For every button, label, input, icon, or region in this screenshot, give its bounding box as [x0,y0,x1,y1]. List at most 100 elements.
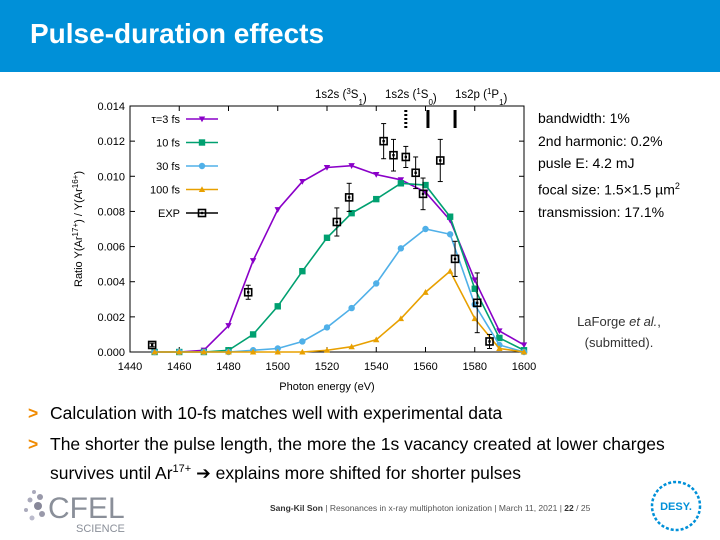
series-line-0 [154,164,525,353]
series-point-3 [249,348,257,355]
desy-logo-text: DESY. [660,501,692,513]
series-point-0 [471,277,478,284]
y-tick-label: 0.006 [97,242,125,254]
exp-point [379,136,388,146]
bullet-marker: > [28,403,39,423]
exp-point [401,152,411,162]
cfel-logo-text: CFEL [48,492,125,525]
series-point-0 [323,164,331,171]
legend-label: 30 fs [156,161,180,173]
exp-point [389,150,398,160]
series-point-2 [299,338,306,345]
cfel-logo: CFEL SCIENCE [24,490,125,535]
footer-slash: / [576,503,579,513]
exp-point [411,168,420,178]
x-tick-label: 1540 [364,361,388,373]
y-tick-label: 0.008 [97,206,125,218]
series-point-1 [446,213,454,220]
info-harmonic: 2nd harmonic: 0.2% [538,132,663,149]
exp-point [435,156,445,165]
bullet-text: Calculation with 10-fs matches well with… [50,403,503,423]
exp-point-center [414,171,417,174]
bullet-marker: > [28,434,39,454]
resonance-label: 1s2p (1P1) [455,87,508,107]
footer-sep: | [559,503,562,513]
exp-point-center [247,291,250,294]
series-point-1 [274,303,281,310]
info-focal: focal size: 1.5×1.5 µm2 [538,175,680,201]
bullet-item: > Calculation with 10-fs matches well wi… [28,401,708,426]
cfel-logo-subtext: SCIENCE [76,523,125,535]
info-focal-sup: 2 [674,180,680,191]
series-point-2 [274,345,281,352]
info-focal-text: focal size: 1.5×1.5 µm [538,181,675,198]
y-tick-label: 0.004 [97,277,125,289]
x-tick-label: 1460 [167,361,191,373]
series-point-3 [323,347,331,353]
y-axis-label: Ratio Y(Ar17+) / Y(Ar16+) [71,171,85,287]
series-point-3 [397,315,405,322]
info-box: bandwidth: 1% 2nd harmonic: 0.2% pusle E… [538,107,680,223]
exp-point [418,189,428,199]
series-point-1 [348,209,355,217]
series-point-1 [373,195,380,203]
desy-ring-icon [650,480,702,532]
x-tick-label: 1500 [266,361,290,373]
series-point-3 [225,348,232,355]
legend-marker [198,186,206,193]
desy-logo: DESY. [650,480,702,532]
exp-point [472,298,482,308]
exp-point-center [150,343,154,347]
x-axis-label: Photon energy (eV) [279,381,374,393]
legend-marker [197,208,207,218]
series-line-2 [154,228,525,353]
series-point-2 [422,225,429,233]
series-point-1 [496,334,503,342]
footer-sep: | [494,503,497,513]
series-point-2 [323,324,331,331]
legend-label: τ=3 fs [152,114,181,126]
series-point-2 [446,231,454,238]
x-tick-label: 1600 [512,361,536,373]
title-bar: Pulse-duration effects [0,0,720,72]
bullet-text-pre: The shorter the pulse length, the more t… [50,434,665,483]
exp-point [485,337,494,346]
citation-comma: , [657,314,661,329]
series-point-1 [249,331,257,338]
exp-point [450,254,460,264]
series-point-3 [373,336,380,343]
series-line-3 [154,269,525,353]
cfel-dots-icon [24,490,45,521]
footer-total: 25 [580,503,591,513]
info-bandwidth: bandwidth: 1% [538,110,630,126]
footer-talk: Resonances in x-ray multiphoton ionizati… [329,503,492,513]
exp-point-center [404,155,407,159]
legend-label: 100 fs [150,185,180,197]
info-energy: pusle E: 4.2 mJ [538,155,635,171]
exp-point-center [488,340,491,343]
legend-marker [198,162,206,170]
x-tick-label: 1560 [413,361,437,373]
legend-marker [198,139,206,146]
series-point-3 [520,348,528,355]
exp-point-center [476,301,479,304]
series-point-0 [496,328,503,335]
footer-sep: | [325,503,328,513]
x-tick-label: 1480 [216,361,240,373]
series-point-0 [249,258,257,264]
x-tick-label: 1580 [463,361,487,373]
exp-point [332,217,342,227]
series-point-0 [274,207,281,213]
exp-point [344,193,354,202]
footer-date: March 11, 2021 [498,503,558,513]
slide-title: Pulse-duration effects [30,18,325,49]
series-point-0 [373,171,380,178]
y-tick-label: 0.010 [97,171,125,183]
citation-line2: (submitted). [584,335,654,350]
exp-point-center [453,257,457,261]
y-tick-label: 0.002 [97,312,125,324]
series-point-1 [471,285,478,292]
pulse-duration-chart: 1440 1460 1480 1500 1520 1540 1560 1580 1600 0.00… [71,87,536,393]
info-transmission: transmission: 17.1% [538,203,665,220]
series-point-0 [520,342,528,349]
